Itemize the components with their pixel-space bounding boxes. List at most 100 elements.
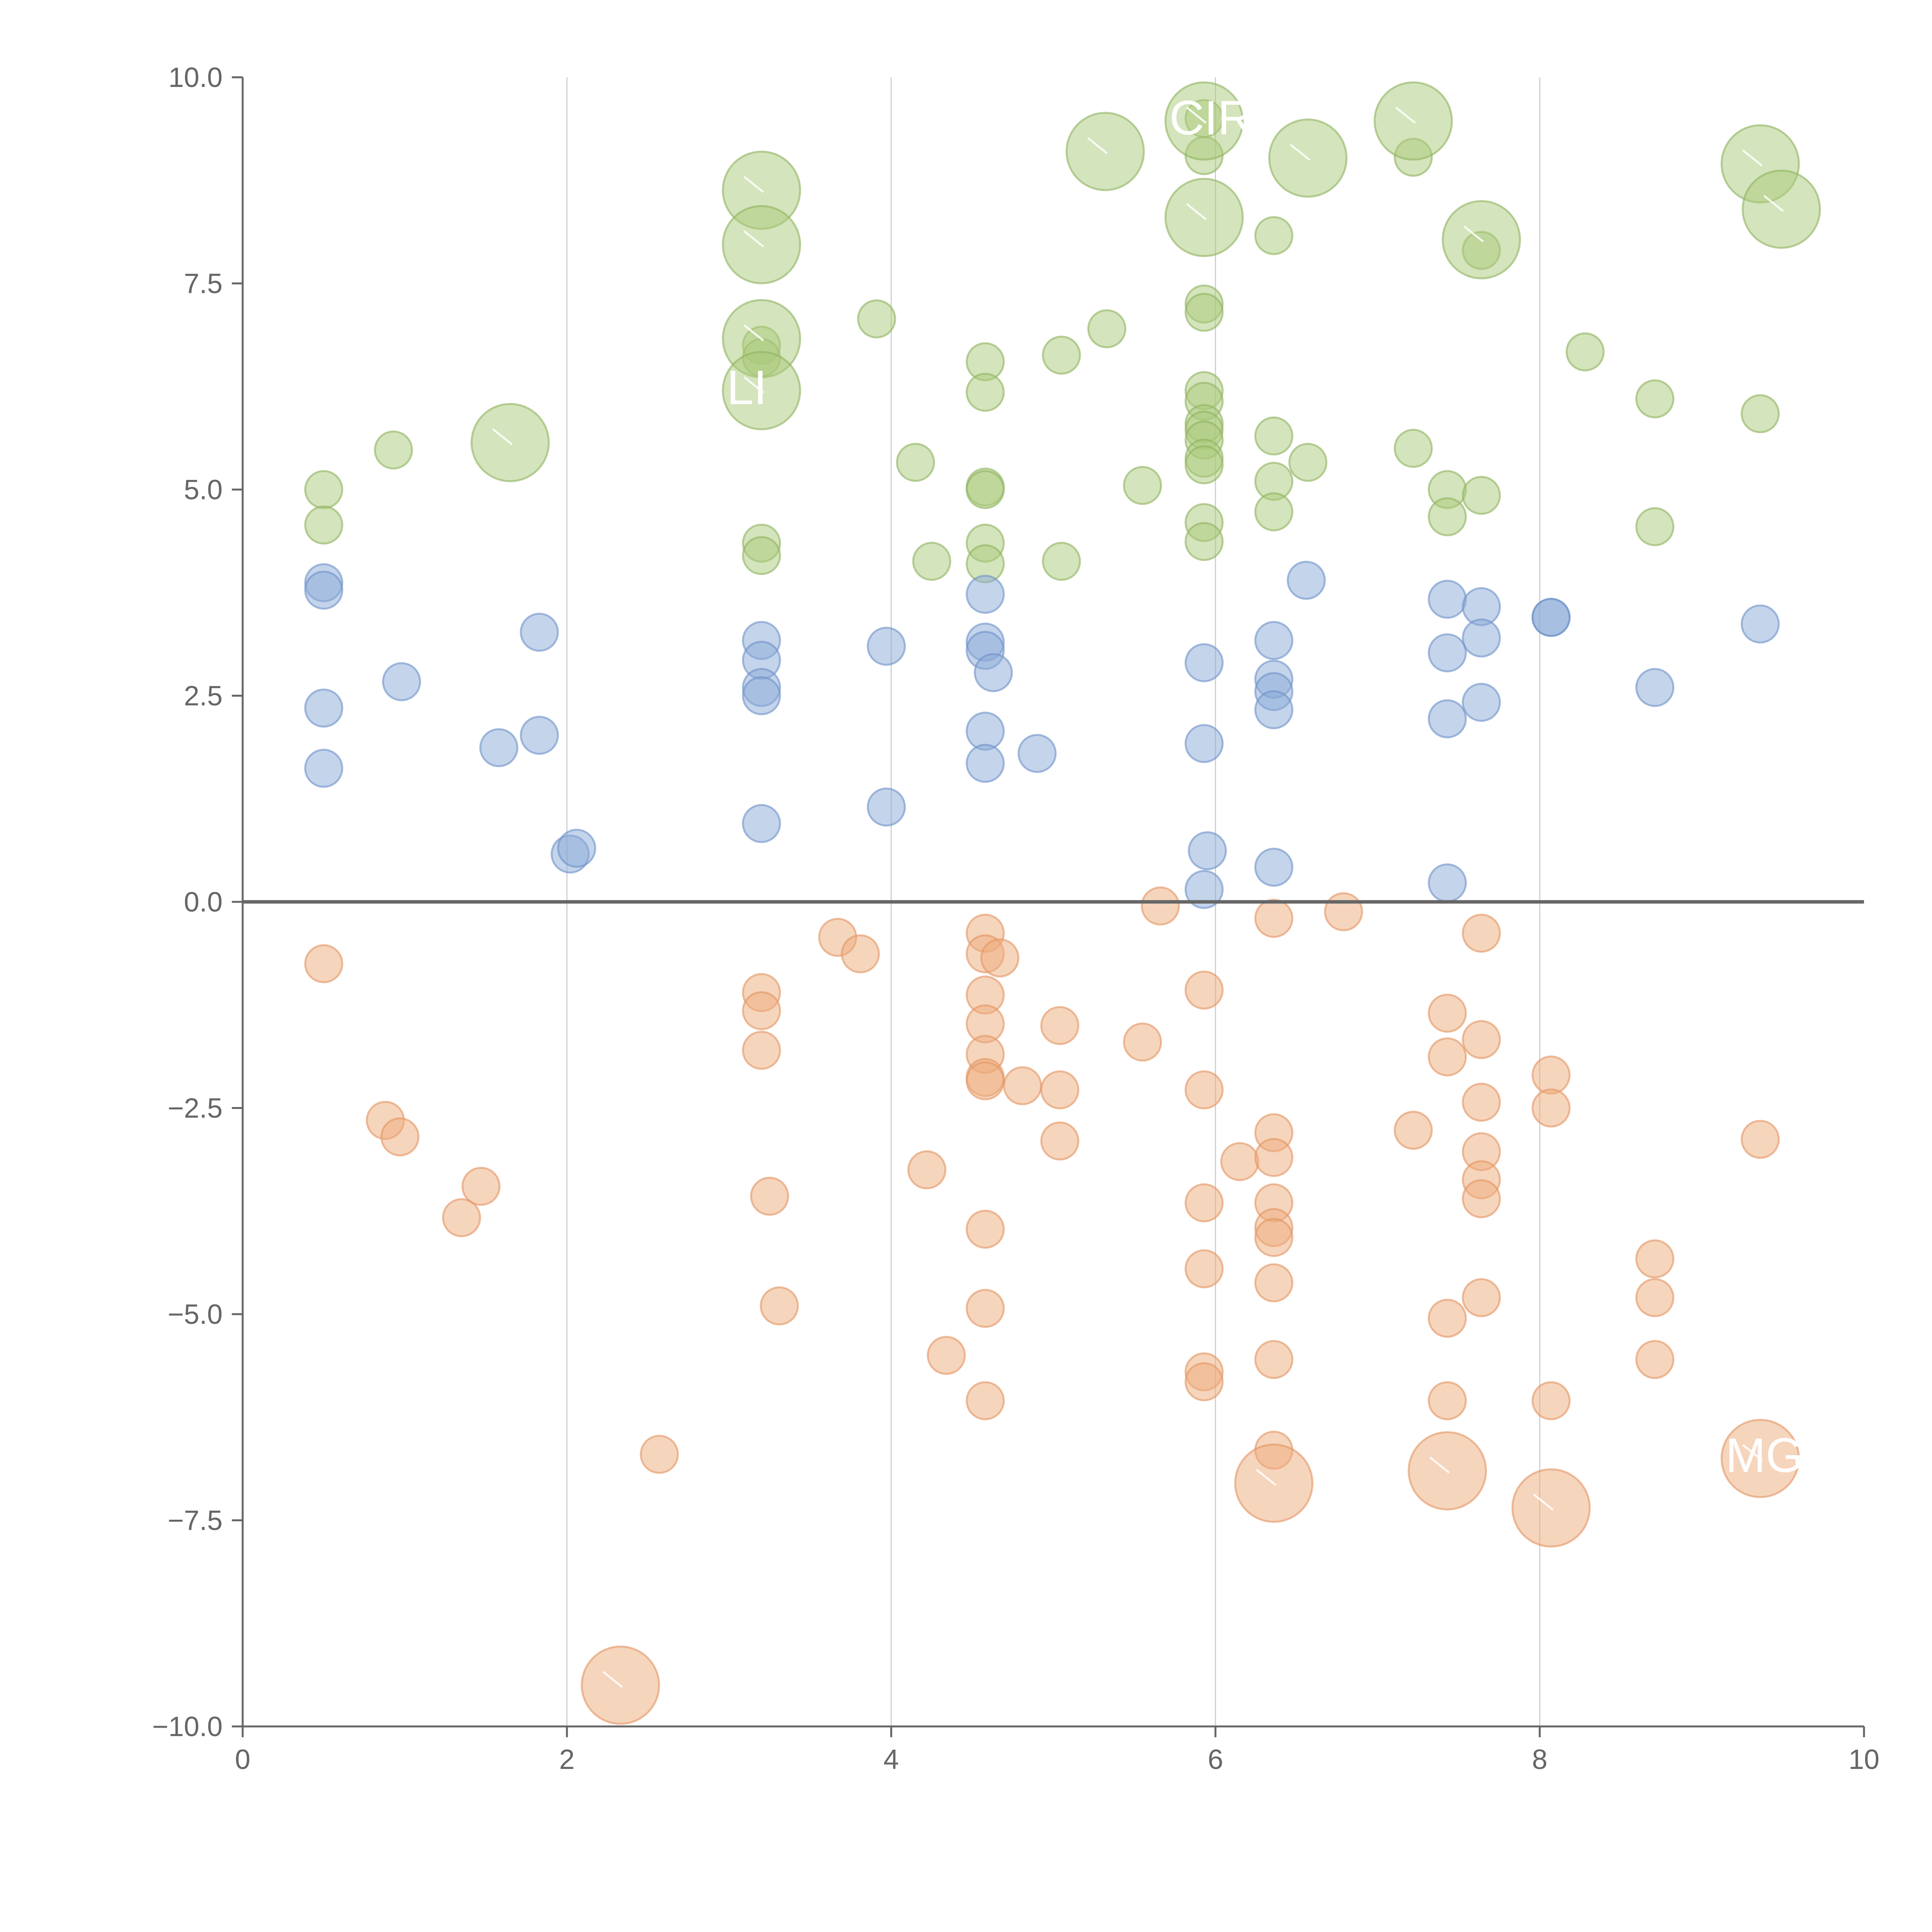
bubble-series2-63 bbox=[1531, 1381, 1571, 1420]
label-leader-series2-2 bbox=[1429, 1456, 1450, 1474]
bubble-series2-45 bbox=[1254, 1263, 1294, 1303]
y-tick-label-5: 2.5 bbox=[184, 681, 223, 712]
bubble-series2-48 bbox=[1324, 892, 1363, 932]
bubble-series2-24 bbox=[966, 1381, 1005, 1420]
y-tick-label-7: 7.5 bbox=[184, 269, 223, 299]
bubble-series2-8 bbox=[742, 1031, 781, 1070]
bubble-series1-17 bbox=[966, 575, 1005, 614]
bubble-series2-38 bbox=[1220, 1142, 1260, 1181]
label-leader-series0-9 bbox=[1395, 107, 1416, 124]
bubble-series1-31 bbox=[1254, 690, 1294, 730]
bubble-series0-42 bbox=[1462, 476, 1501, 515]
label-leader-series2-1 bbox=[1256, 1469, 1277, 1486]
bubble-series2-50 bbox=[1428, 993, 1467, 1033]
bubble-series2-56 bbox=[1462, 1083, 1501, 1122]
bubble-series1-6 bbox=[520, 716, 559, 755]
bubble-series2-41 bbox=[1254, 1138, 1294, 1177]
bubble-series2-12 bbox=[841, 934, 880, 973]
bubble-series0-47 bbox=[1740, 394, 1780, 434]
bubble-series0-18 bbox=[1087, 309, 1126, 349]
bubble-series1-3 bbox=[304, 748, 344, 788]
bubble-series1-9 bbox=[557, 828, 596, 868]
bubble-series2-3 bbox=[442, 1198, 481, 1237]
bubble-label-layer: LI CIR MG bbox=[492, 91, 1803, 1688]
bubble-series2-55 bbox=[1462, 1020, 1501, 1059]
bubble-series0-1 bbox=[304, 505, 344, 545]
bubble-series1-5 bbox=[479, 728, 519, 767]
bubble-series1-39 bbox=[1462, 618, 1501, 658]
bubble-series1-32 bbox=[1254, 847, 1294, 887]
bubble-series1-24 bbox=[1184, 643, 1224, 682]
y-tick-label-0: −10.0 bbox=[152, 1711, 223, 1742]
bubble-series2-21 bbox=[966, 1061, 1005, 1100]
bubble-series2-66 bbox=[1635, 1340, 1675, 1379]
bubble-series0-34 bbox=[1254, 416, 1294, 456]
bubble-series1-21 bbox=[966, 743, 1005, 783]
label-leader-series0-0 bbox=[492, 428, 513, 446]
bubble-series0-0 bbox=[304, 470, 344, 509]
bubble-series2-53 bbox=[1428, 1381, 1467, 1420]
bubble-series2-67 bbox=[1740, 1120, 1780, 1159]
bubble-series1-25 bbox=[1184, 724, 1224, 763]
bubble-layer bbox=[304, 81, 1821, 1725]
bubble-series0-11 bbox=[966, 372, 1005, 412]
bubble-series2-28 bbox=[1040, 1070, 1080, 1110]
bubble-series2-22 bbox=[966, 1209, 1005, 1249]
bubble-series2-10 bbox=[760, 1286, 799, 1326]
bubble-series0-2 bbox=[374, 430, 413, 470]
label-leader-series2-0 bbox=[602, 1671, 623, 1688]
bubble-series0-28 bbox=[1184, 445, 1224, 485]
bubble-series1-40 bbox=[1462, 683, 1501, 722]
bubble-series1-27 bbox=[1184, 870, 1224, 909]
bubble-series0-13 bbox=[966, 470, 1005, 509]
bubble-series2-31 bbox=[1141, 886, 1180, 926]
label-leader-series2-3 bbox=[1533, 1493, 1554, 1511]
bubble-series0-7 bbox=[857, 299, 896, 338]
label-leader-series0-3 bbox=[743, 324, 764, 342]
bubble-series1-34 bbox=[1428, 580, 1467, 619]
bubble-series2-0 bbox=[304, 944, 344, 983]
bubble-series2-30 bbox=[1123, 1022, 1162, 1062]
bubble-series0-8 bbox=[896, 443, 935, 482]
label-leader-series0-11 bbox=[1742, 150, 1763, 167]
label-leader-series0-2 bbox=[743, 230, 764, 248]
label-leader-series0-6 bbox=[1186, 107, 1207, 124]
label-leader-series0-4 bbox=[743, 376, 764, 393]
bubble-series2-46 bbox=[1254, 1340, 1294, 1379]
bubble-label-series0-4: LI bbox=[727, 361, 767, 415]
bubble-series2-29 bbox=[1040, 1121, 1080, 1161]
bubble-series0-19 bbox=[1123, 466, 1162, 505]
x-tick-label-0: 0 bbox=[235, 1744, 250, 1775]
label-leader-series0-10 bbox=[1463, 225, 1484, 243]
bubble-series0-37 bbox=[1288, 443, 1328, 482]
bubble-series2-59 bbox=[1462, 1179, 1501, 1218]
bubble-series1-36 bbox=[1428, 699, 1467, 738]
bubble-series1-14 bbox=[742, 804, 781, 843]
bubble-series0-44 bbox=[1565, 332, 1605, 372]
bubble-series1-4 bbox=[382, 662, 421, 701]
bubble-series1-16 bbox=[867, 787, 906, 827]
bubble-series1-7 bbox=[520, 612, 559, 652]
bubble-series2-64 bbox=[1635, 1239, 1675, 1279]
bubble-series2-33 bbox=[1184, 1070, 1224, 1110]
bubble-series1-43 bbox=[1635, 668, 1675, 707]
bubble-series2-14 bbox=[927, 1336, 966, 1375]
bubble-series2-26 bbox=[1003, 1066, 1042, 1105]
bubble-series1-13 bbox=[742, 676, 781, 715]
bubble-series0-36 bbox=[1254, 492, 1294, 532]
bubble-series2-5 bbox=[639, 1435, 679, 1474]
label-leader-series0-7 bbox=[1186, 203, 1207, 220]
bubble-series1-1 bbox=[304, 570, 344, 610]
bubble-series2-60 bbox=[1462, 1278, 1501, 1317]
bubble-series2-32 bbox=[1184, 970, 1224, 1010]
bubble-series2-37 bbox=[1184, 1362, 1224, 1401]
bubble-series1-15 bbox=[867, 626, 906, 666]
bubble-series2-35 bbox=[1184, 1249, 1224, 1289]
bubble-series0-21 bbox=[1184, 293, 1224, 332]
bubble-series0-9 bbox=[912, 542, 951, 581]
bubble-series1-22 bbox=[974, 653, 1013, 692]
label-leader-series0-8 bbox=[1290, 144, 1311, 161]
bubble-series2-2 bbox=[380, 1117, 420, 1156]
bubble-series0-17 bbox=[1042, 542, 1081, 581]
